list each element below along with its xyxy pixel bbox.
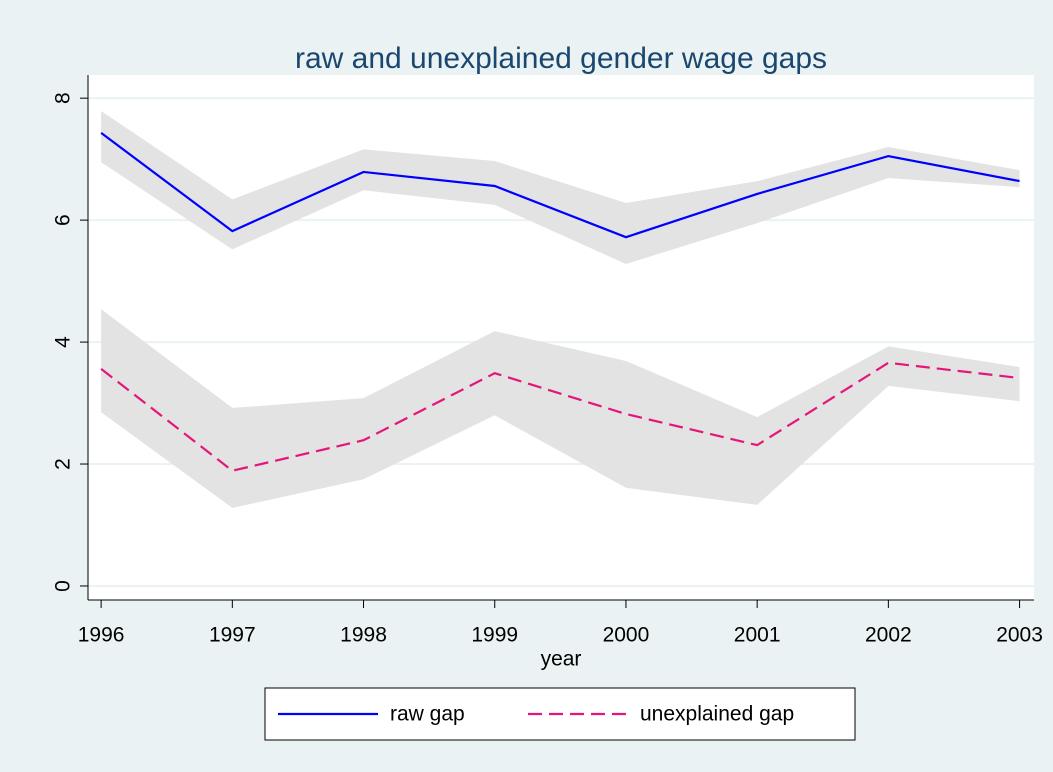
legend-label: unexplained gap [640, 703, 794, 726]
y-tick-label: 6 [52, 214, 75, 226]
chart-title: raw and unexplained gender wage gaps [295, 42, 827, 75]
line [100, 361, 1020, 472]
x-tick-label: 2003 [996, 624, 1043, 647]
legend-label: raw gap [390, 703, 465, 726]
x-tick-label: 2002 [865, 624, 912, 647]
y-tick-label: 0 [52, 580, 75, 592]
y-tick-label: 4 [52, 336, 75, 348]
y-tick-label: 8 [52, 92, 75, 104]
y-tick-label: 2 [52, 458, 75, 470]
x-tick-label: 1996 [78, 624, 125, 647]
x-tick-label: 2001 [734, 624, 781, 647]
line [100, 132, 1020, 239]
x-tick-label: 1998 [340, 624, 387, 647]
x-tick-label: 1999 [471, 624, 518, 647]
x-tick-label: 2000 [603, 624, 650, 647]
x-tick-label: 1997 [209, 624, 256, 647]
x-axis-label: year [541, 648, 582, 671]
confidence-band [101, 309, 1020, 508]
confidence-band [101, 110, 1020, 265]
